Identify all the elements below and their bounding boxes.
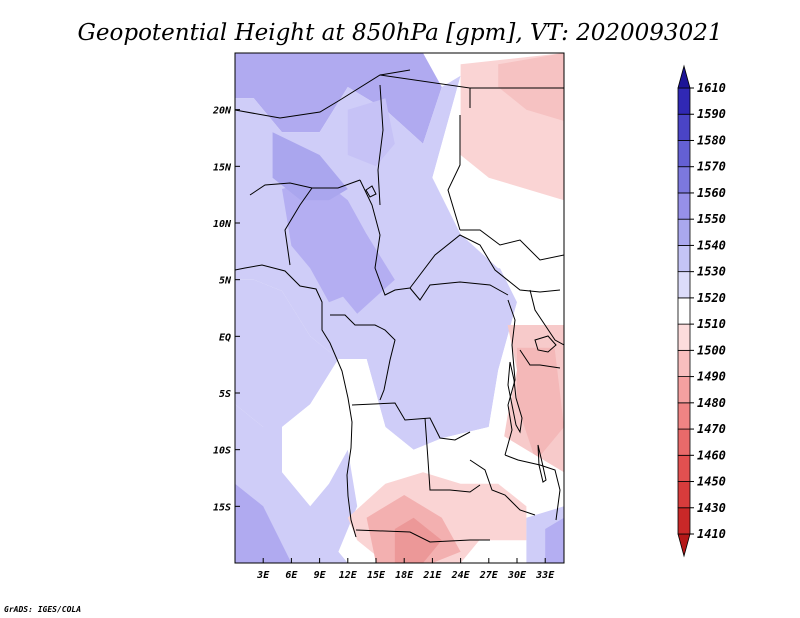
x-tick-label-30E: 30E xyxy=(507,570,527,581)
region-kalahari-core xyxy=(394,517,442,563)
colorbar-label-1410: 1410 xyxy=(697,527,726,541)
x-tick-label-15E: 15E xyxy=(367,570,386,581)
colorbar-label-1560: 1560 xyxy=(697,186,726,200)
region-cameroon-core xyxy=(329,234,395,314)
x-tick-label-18E: 18E xyxy=(395,570,414,581)
colorbar-label-1580: 1580 xyxy=(697,133,726,147)
colorbar-swatch-9 xyxy=(677,297,691,325)
congo-border xyxy=(330,314,396,401)
colorbar-swatch-16 xyxy=(677,113,691,141)
angola-zambia-border xyxy=(424,417,481,493)
y-tick-label-10N: 10N xyxy=(213,219,232,230)
plot-frame xyxy=(234,52,565,564)
x-tick-label-27E: 27E xyxy=(479,570,499,581)
colorbar-label-1540: 1540 xyxy=(697,238,726,252)
mali-niger-border xyxy=(235,69,411,119)
y-tick-label-15N: 15N xyxy=(213,162,232,173)
colorbar-swatch-15 xyxy=(677,140,691,168)
country-borders xyxy=(235,69,564,543)
south-sudan-border xyxy=(460,229,564,261)
colorbar-swatch-6 xyxy=(677,376,691,404)
y-tick-label-EQ: EQ xyxy=(219,332,231,343)
colorbar-label-1470: 1470 xyxy=(697,422,726,436)
car-sudan-border xyxy=(409,234,561,293)
y-tick-label-20N: 20N xyxy=(212,106,232,117)
colorbar-label-1490: 1490 xyxy=(697,370,726,384)
niger-nigeria-border xyxy=(249,179,361,196)
x-tick-label-33E: 33E xyxy=(535,570,555,581)
colorbar-label-1530: 1530 xyxy=(697,265,726,279)
colorbar-swatch-8 xyxy=(677,323,691,351)
region-chad-north xyxy=(347,98,395,167)
chart-title: Geopotential Height at 850hPa [gpm], VT:… xyxy=(78,20,723,46)
drc-north-border xyxy=(409,281,509,301)
drc-east-border xyxy=(504,299,516,456)
y-tick-label-15S: 15S xyxy=(213,502,231,513)
region-south-atlantic-deep xyxy=(235,483,292,563)
x-tick-label-12E: 12E xyxy=(339,570,358,581)
colorbar-swatch-14 xyxy=(677,166,691,194)
height-field xyxy=(235,53,564,563)
x-tick-label-24E: 24E xyxy=(451,570,471,581)
grads-credit: GrADS: IGES/COLA xyxy=(4,605,81,614)
x-tick-label-3E: 3E xyxy=(256,570,270,581)
region-mozambique-deep xyxy=(545,517,564,563)
colorbar-label-1510: 1510 xyxy=(697,317,726,331)
colorbar-label-1500: 1500 xyxy=(697,343,726,357)
colorbar-swatch-1 xyxy=(677,507,691,535)
x-tick-label-6E: 6E xyxy=(285,570,298,581)
axes: 3E 6E 9E 12E 15E 18E 21E 24E 27E 30E 33E 20N 15N 10N 5… xyxy=(212,106,555,581)
colorbar-swatch-0 xyxy=(677,533,691,558)
colorbar-swatch-3 xyxy=(677,454,691,482)
colorbar-swatch-11 xyxy=(677,245,691,273)
zambia-south-border xyxy=(469,459,536,516)
region-sahel-north xyxy=(235,53,442,144)
kenya-border xyxy=(529,289,564,346)
colorbar-swatch-2 xyxy=(677,481,691,509)
colorbar-label-1450: 1450 xyxy=(697,475,726,489)
colorbar-label-1430: 1430 xyxy=(697,501,726,515)
colorbar-swatch-5 xyxy=(677,402,691,430)
colorbar-swatch-18 xyxy=(677,64,691,89)
sudan-west-border xyxy=(447,115,461,231)
lake-tanganyika xyxy=(507,361,523,434)
colorbar-label-1480: 1480 xyxy=(697,396,726,410)
namibia-border xyxy=(355,529,490,543)
cameroon-chad-border xyxy=(359,179,411,296)
colorbar-label-1520: 1520 xyxy=(697,291,726,305)
lake-chad xyxy=(365,185,377,198)
colorbar-swatch-13 xyxy=(677,192,691,220)
x-tick-label-21E: 21E xyxy=(422,570,442,581)
angola-north-border xyxy=(351,402,471,441)
colorbar-label-1610: 1610 xyxy=(697,81,726,95)
colorbar-label-1590: 1590 xyxy=(697,107,726,121)
region-gulf-of-guinea xyxy=(235,279,339,427)
colorbar-label-1460: 1460 xyxy=(697,448,726,462)
x-tick-label-9E: 9E xyxy=(314,570,327,581)
region-sudan-warm-2 xyxy=(498,53,564,121)
tanzania-border xyxy=(519,349,561,369)
lake-victoria xyxy=(534,335,557,353)
colorbar-swatch-12 xyxy=(677,218,691,246)
mozambique-border xyxy=(504,454,561,521)
colorbar-label-1570: 1570 xyxy=(697,160,726,174)
region-great-lakes-warm-2 xyxy=(517,347,564,461)
west-africa-coastline xyxy=(235,264,357,538)
lake-malawi xyxy=(537,444,547,483)
colorbar-swatch-17 xyxy=(677,87,691,115)
colorbar-swatch-7 xyxy=(677,349,691,377)
colorbar: 1410 1430 1450 1460 1470 1480 1490 1500 1510 1520… xyxy=(677,64,726,558)
y-tick-label-10S: 10S xyxy=(213,446,231,457)
chad-sudan-border xyxy=(377,84,384,206)
y-tick-label-5N: 5N xyxy=(219,276,232,287)
colorbar-swatch-4 xyxy=(677,428,691,456)
nigeria-cameroon-border xyxy=(284,187,313,266)
colorbar-swatch-10 xyxy=(677,271,691,299)
y-tick-label-5S: 5S xyxy=(219,389,231,400)
colorbar-label-1550: 1550 xyxy=(697,212,726,226)
